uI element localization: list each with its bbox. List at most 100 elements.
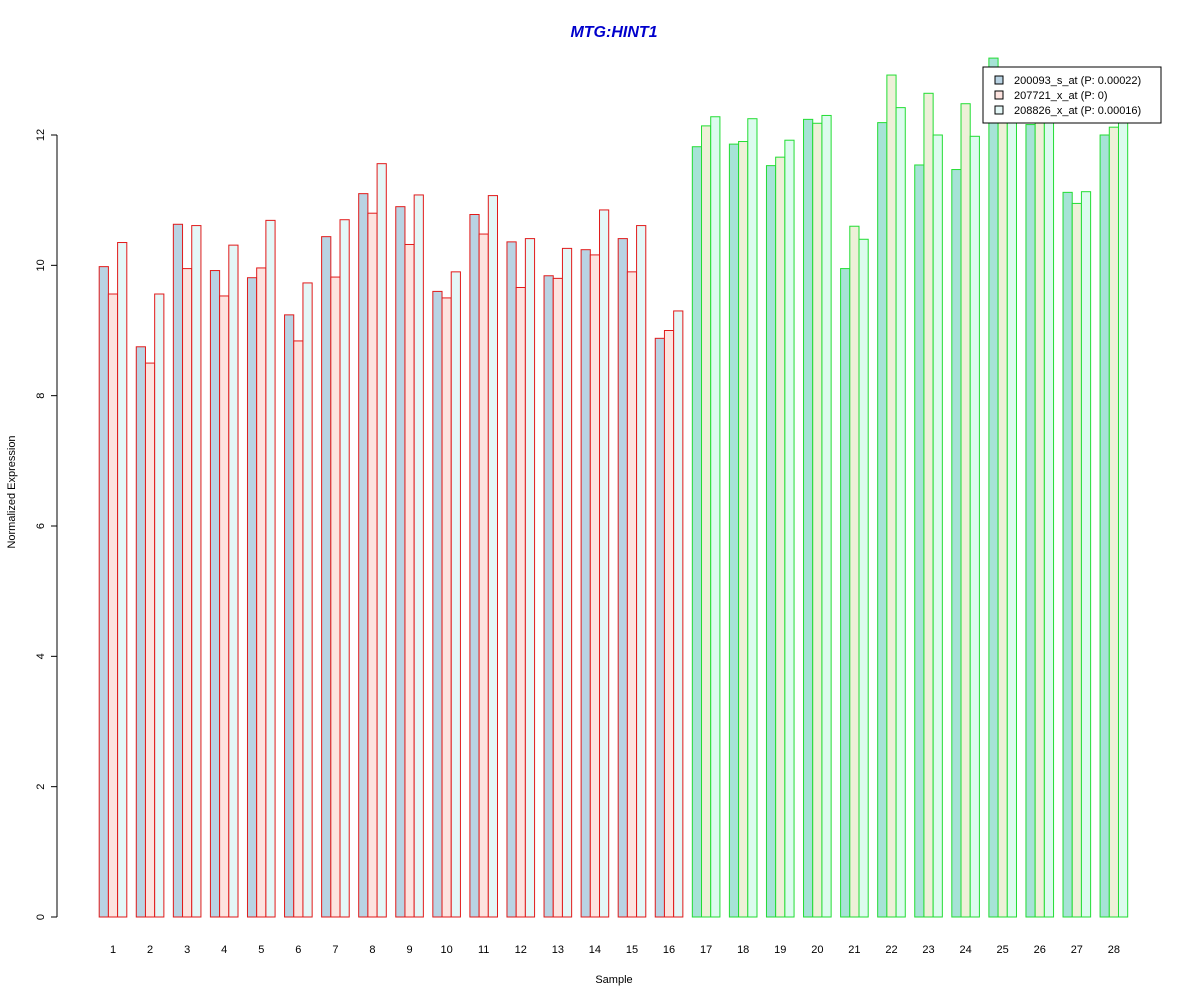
bar: [469, 214, 480, 918]
y-axis: 0 2 4 6 8 10 12: [35, 129, 58, 920]
bar: [358, 193, 369, 918]
bar: [117, 242, 128, 918]
bar: [969, 135, 980, 918]
bar: [895, 107, 906, 918]
bar: [144, 362, 156, 918]
x-tick-label: 21: [848, 944, 860, 956]
bar: [154, 293, 165, 918]
x-tick-label: 19: [774, 944, 786, 956]
legend-label: 200093_s_at (P: 0.00022): [1014, 75, 1141, 87]
bar: [367, 212, 378, 918]
bar: [321, 236, 332, 918]
bars: [98, 57, 1129, 918]
bar: [1108, 126, 1119, 918]
bar: [265, 219, 276, 918]
bar: [932, 134, 943, 918]
y-tick-label: 8: [35, 393, 47, 399]
bar: [219, 295, 230, 918]
bar: [580, 249, 591, 918]
bar: [589, 254, 601, 918]
bar: [339, 219, 350, 918]
bar: [1071, 202, 1082, 918]
x-tick-label: 10: [441, 944, 453, 956]
x-tick-label: 23: [922, 944, 934, 956]
y-axis-label: Normalized Expression: [6, 435, 18, 548]
x-tick-label: 24: [959, 944, 971, 956]
bar: [803, 118, 814, 918]
x-tick-label: 20: [811, 944, 823, 956]
bar: [747, 118, 758, 918]
y-tick-label: 2: [35, 784, 47, 790]
bar: [98, 266, 109, 918]
x-tick-label: 3: [184, 944, 190, 956]
x-tick-label: 6: [295, 944, 301, 956]
bar: [821, 114, 832, 918]
bar: [988, 57, 999, 918]
bar: [784, 139, 795, 918]
bar: [293, 340, 304, 918]
bar: [543, 275, 554, 918]
bar: [636, 225, 647, 918]
legend: 200093_s_at (P: 0.00022) 207721_x_at (P: …: [982, 66, 1162, 124]
bar: [849, 225, 860, 918]
bar: [1099, 134, 1110, 918]
x-tick-label: 5: [258, 944, 264, 956]
x-tick-label: 8: [369, 944, 375, 956]
bar: [376, 163, 387, 918]
bar: [617, 238, 628, 918]
bar: [1080, 191, 1092, 918]
x-tick-label: 7: [332, 944, 338, 956]
bar: [330, 276, 341, 918]
bar: [728, 143, 740, 918]
x-tick-label: 2: [147, 944, 153, 956]
bar: [246, 277, 258, 918]
bar: [228, 244, 239, 918]
bar: [172, 223, 184, 918]
x-tick-label: 9: [406, 944, 412, 956]
bar: [404, 243, 415, 918]
legend-swatch: [994, 75, 1004, 85]
bar: [413, 194, 424, 918]
bar: [765, 165, 777, 918]
x-tick-label: 25: [997, 944, 1009, 956]
bar: [256, 267, 267, 918]
bar: [441, 297, 452, 918]
bar: [923, 92, 934, 918]
bar: [738, 141, 749, 918]
bar: [1006, 98, 1017, 918]
bar: [840, 268, 851, 918]
bar: [663, 330, 675, 918]
x-tick-label: 16: [663, 944, 675, 956]
x-tick-label: 17: [700, 944, 712, 956]
x-tick-label: 11: [478, 944, 489, 956]
x-tick-label: 13: [552, 944, 564, 956]
bar: [997, 82, 1008, 918]
x-tick-label: 18: [737, 944, 749, 956]
legend-swatch: [994, 105, 1004, 115]
bar: [691, 146, 703, 918]
bar: [284, 314, 295, 918]
x-tick-label: 26: [1034, 944, 1046, 956]
x-tick-label: 12: [515, 944, 527, 956]
bar: [302, 282, 313, 918]
bar: [701, 125, 712, 918]
bar: [951, 169, 962, 918]
y-tick-label: 0: [35, 914, 47, 920]
bar: [812, 122, 823, 918]
bar: [182, 268, 193, 918]
bar: [191, 225, 202, 918]
legend-box: [982, 66, 1162, 124]
bar: [654, 337, 665, 918]
legend-label: 208826_x_at (P: 0.00016): [1014, 105, 1141, 117]
bar: [673, 310, 684, 918]
bar: [914, 164, 925, 918]
chart-title: MTG:HINT1: [570, 24, 657, 41]
bar: [395, 206, 406, 918]
bar: [1025, 124, 1036, 918]
x-tick-label: 15: [626, 944, 638, 956]
bar: [209, 270, 221, 918]
legend-label: 207721_x_at (P: 0): [1014, 90, 1108, 102]
bar: [599, 209, 610, 918]
bar: [877, 122, 888, 918]
